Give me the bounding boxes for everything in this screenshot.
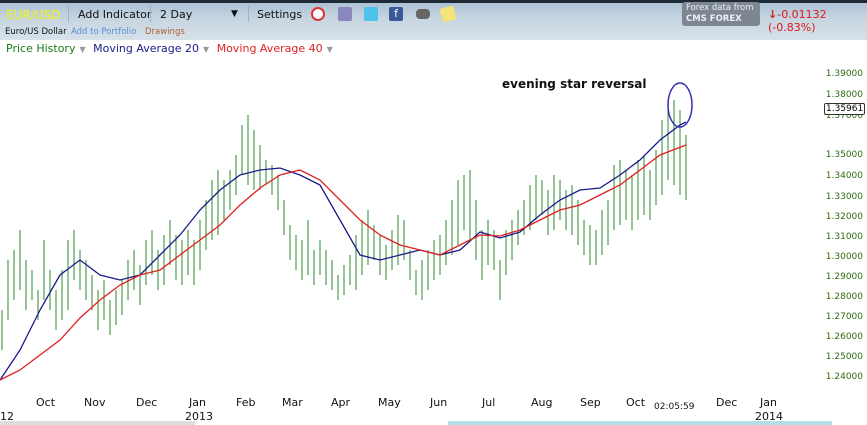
x-tick: Mar bbox=[282, 396, 303, 409]
add-to-portfolio-link[interactable]: Add to Portfolio bbox=[71, 27, 137, 37]
divider bbox=[68, 6, 69, 22]
price-change: ↓-0.01132 (-0.83%) bbox=[768, 8, 867, 34]
chevron-down-icon[interactable]: ▼ bbox=[79, 45, 86, 54]
candles bbox=[1, 100, 687, 350]
x-tick: Aug bbox=[531, 396, 553, 409]
facebook-icon[interactable]: f bbox=[389, 7, 403, 21]
x-tick: May bbox=[378, 396, 401, 409]
x-tick: Dec bbox=[136, 396, 158, 409]
y-tick: 1.35000 bbox=[825, 150, 863, 160]
legend-ma40[interactable]: Moving Average 40 bbox=[216, 42, 323, 55]
alarm-clock-icon[interactable] bbox=[311, 7, 325, 21]
y-tick: 1.26000 bbox=[825, 332, 863, 342]
y-tick: 1.34000 bbox=[825, 171, 863, 181]
legend-ma20[interactable]: Moving Average 20 bbox=[93, 42, 200, 55]
period-select[interactable]: 2 Day bbox=[160, 8, 193, 21]
chevron-down-icon[interactable]: ▼ bbox=[231, 9, 238, 19]
evening-star-circle bbox=[667, 82, 693, 128]
x-tick: Jan bbox=[760, 396, 777, 409]
x-tick: Jun bbox=[430, 396, 448, 409]
top-strip bbox=[0, 0, 867, 3]
drawings-link[interactable]: Drawings bbox=[145, 27, 185, 37]
x-tick: Sep bbox=[580, 396, 601, 409]
y-tick: 1.38000 bbox=[825, 90, 863, 100]
twitter-icon[interactable] bbox=[364, 7, 378, 21]
annotation-label: evening star reversal bbox=[502, 77, 647, 91]
scrollbar-track[interactable] bbox=[0, 421, 195, 425]
x-tick: Jul bbox=[482, 396, 496, 409]
x-tick: Nov bbox=[84, 396, 106, 409]
y-tick: 1.24000 bbox=[825, 372, 863, 382]
x-tick: Apr bbox=[331, 396, 351, 409]
description-label: Euro/US Dollar bbox=[5, 27, 67, 37]
chart-plot[interactable] bbox=[0, 60, 820, 390]
y-tick: 1.27000 bbox=[825, 312, 863, 322]
year-label: 2014 bbox=[755, 410, 783, 423]
legend-price-history[interactable]: Price History bbox=[6, 42, 76, 55]
y-tick: 1.28000 bbox=[825, 292, 863, 302]
change-value: -0.01132 (-0.83%) bbox=[768, 8, 827, 34]
y-tick: 1.37000 bbox=[825, 111, 863, 121]
scrollbar-thumb[interactable] bbox=[448, 421, 832, 425]
symbol-label[interactable]: EUR/USD bbox=[6, 8, 61, 22]
current-price-label: 1.35961 bbox=[824, 103, 866, 115]
y-tick: 1.33000 bbox=[825, 192, 863, 202]
divider bbox=[150, 6, 151, 22]
x-tick: Oct bbox=[626, 396, 646, 409]
settings-button[interactable]: Settings bbox=[257, 8, 303, 21]
ma20-line bbox=[0, 121, 687, 381]
data-source-text: Forex data from bbox=[686, 3, 754, 13]
chevron-down-icon[interactable]: ▼ bbox=[326, 45, 333, 54]
chevron-down-icon[interactable]: ▼ bbox=[203, 45, 210, 54]
arrow-down-icon: ↓ bbox=[768, 8, 778, 21]
add-indicator-button[interactable]: Add Indicator bbox=[78, 8, 152, 21]
divider bbox=[248, 6, 249, 22]
camera-icon[interactable] bbox=[416, 9, 430, 19]
data-source-brand: CMS FOREX bbox=[686, 14, 742, 24]
year-label: 12 bbox=[0, 410, 14, 423]
x-tick: Jan bbox=[189, 396, 206, 409]
legend: Price History ▼ Moving Average 20 ▼ Moving… bbox=[6, 42, 337, 55]
x-tick: Dec bbox=[716, 396, 738, 409]
ma40-line bbox=[0, 144, 687, 381]
x-tick: Oct bbox=[36, 396, 56, 409]
y-tick: 1.30000 bbox=[825, 252, 863, 262]
database-icon[interactable] bbox=[338, 7, 352, 21]
y-tick: 1.25000 bbox=[825, 352, 863, 362]
y-tick: 1.32000 bbox=[825, 212, 863, 222]
y-tick: 1.39000 bbox=[825, 69, 863, 79]
x-tick: Feb bbox=[236, 396, 256, 409]
year-label: 2013 bbox=[185, 410, 213, 423]
time-label: 02:05:59 bbox=[654, 402, 695, 412]
y-tick: 1.31000 bbox=[825, 232, 863, 242]
y-tick: 1.29000 bbox=[825, 272, 863, 282]
data-source-badge[interactable]: Forex data from CMS FOREX bbox=[682, 2, 760, 26]
